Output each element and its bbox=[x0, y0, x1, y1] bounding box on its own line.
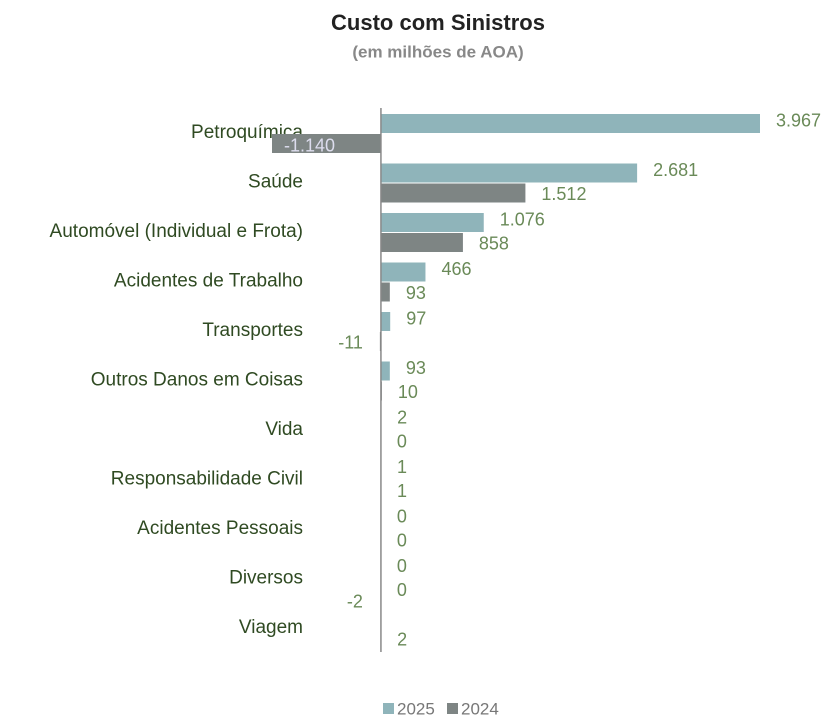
bar bbox=[381, 184, 525, 203]
category-label: Transportes bbox=[202, 320, 303, 341]
data-label: -2 bbox=[347, 591, 363, 611]
data-label: 97 bbox=[406, 308, 426, 328]
legend-swatch bbox=[447, 703, 458, 714]
data-label: 0 bbox=[397, 506, 407, 526]
category-label: Responsabilidade Civil bbox=[111, 469, 303, 490]
data-label: 10 bbox=[398, 382, 418, 402]
bar bbox=[381, 233, 463, 252]
data-label: 0 bbox=[397, 530, 407, 550]
data-label: 93 bbox=[406, 283, 426, 303]
data-label: 0 bbox=[397, 580, 407, 600]
bar bbox=[381, 263, 426, 282]
data-label: -11 bbox=[338, 332, 363, 352]
category-label: Acidentes de Trabalho bbox=[114, 271, 303, 292]
data-label: 2 bbox=[397, 629, 407, 649]
data-label: -1.140 bbox=[284, 135, 335, 155]
bar bbox=[381, 362, 390, 381]
legend-label: 2024 bbox=[461, 699, 499, 717]
category-label: Saúde bbox=[248, 172, 303, 193]
bar bbox=[381, 283, 390, 302]
data-label: 1 bbox=[397, 481, 407, 501]
category-label: Outros Danos em Coisas bbox=[91, 370, 303, 391]
data-label: 1 bbox=[397, 457, 407, 477]
data-label: 466 bbox=[441, 259, 471, 279]
category-label: Acidentes Pessoais bbox=[137, 518, 303, 539]
legend-swatch bbox=[383, 703, 394, 714]
category-label: Viagem bbox=[239, 617, 303, 638]
data-label: 1.512 bbox=[541, 184, 586, 204]
bar bbox=[381, 114, 760, 133]
chart-title: Custo com Sinistros bbox=[331, 10, 545, 35]
data-label: 3.967 bbox=[776, 110, 821, 130]
category-label: Diversos bbox=[229, 568, 303, 589]
category-label: Vida bbox=[265, 419, 303, 440]
data-label: 2 bbox=[397, 407, 407, 427]
category-label: Automóvel (Individual e Frota) bbox=[50, 221, 303, 242]
chart-subtitle: (em milhões de AOA) bbox=[352, 42, 523, 61]
data-label: 858 bbox=[479, 233, 509, 253]
bar bbox=[381, 312, 390, 331]
bar bbox=[381, 213, 484, 232]
bar bbox=[381, 164, 637, 183]
data-label: 0 bbox=[397, 431, 407, 451]
data-label: 0 bbox=[397, 556, 407, 576]
data-label: 2.681 bbox=[653, 160, 698, 180]
legend-label: 2025 bbox=[397, 699, 435, 717]
data-label: 1.076 bbox=[500, 209, 545, 229]
data-label: 93 bbox=[406, 358, 426, 378]
